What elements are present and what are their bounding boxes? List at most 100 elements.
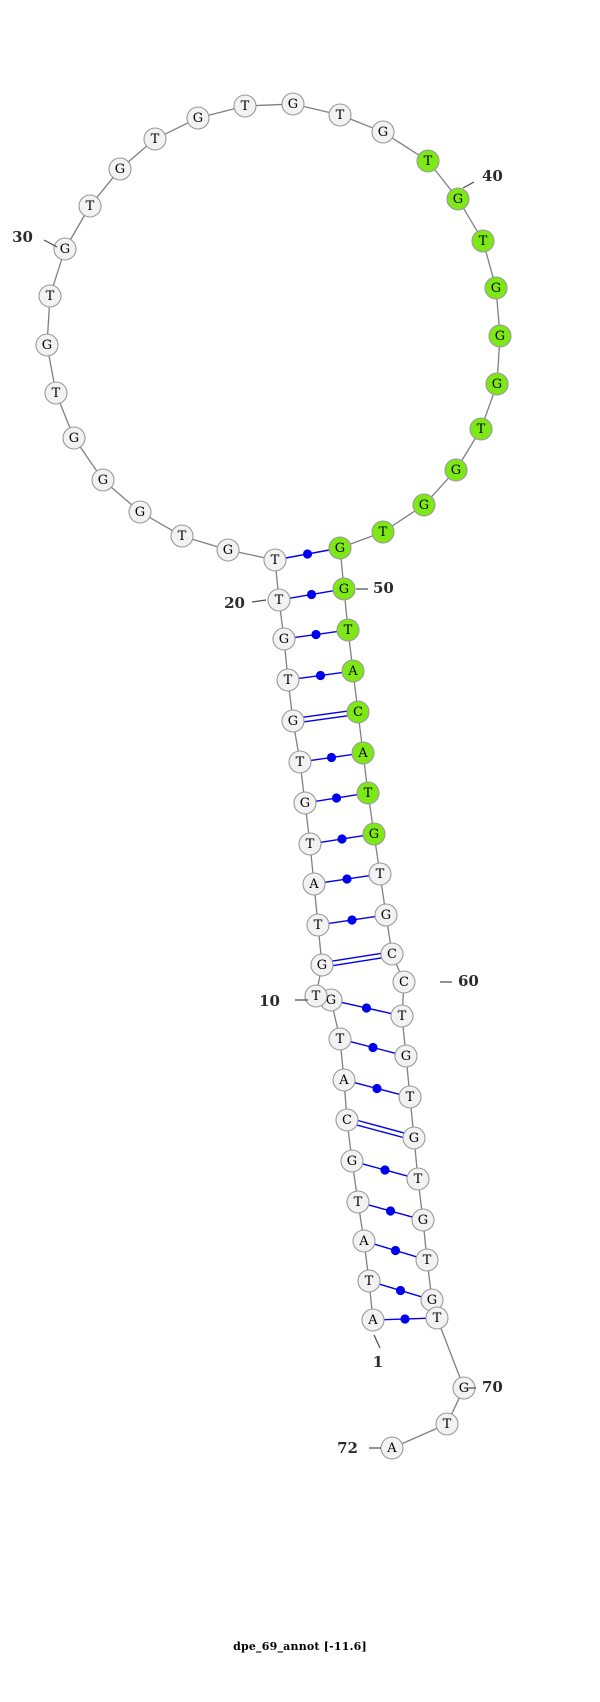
nucleotide-32[interactable]: G: [108, 157, 132, 181]
nucleotide-65[interactable]: T: [406, 1167, 430, 1191]
position-leader-tick: [251, 599, 267, 603]
nucleotide-letter: G: [98, 473, 108, 488]
nucleotide-6[interactable]: C: [335, 1108, 359, 1132]
nucleotide-35[interactable]: T: [233, 94, 257, 118]
nucleotide-48[interactable]: T: [371, 520, 395, 544]
nucleotide-22[interactable]: G: [216, 538, 240, 562]
basepair-dot: [368, 1042, 378, 1053]
nucleotide-23[interactable]: T: [170, 524, 194, 548]
backbone-link: [374, 844, 380, 864]
basepair-dot: [372, 1083, 382, 1094]
nucleotide-61[interactable]: T: [390, 1004, 414, 1028]
nucleotide-58[interactable]: G: [374, 903, 398, 927]
nucleotide-57[interactable]: T: [368, 862, 392, 886]
nucleotide-circle: [352, 1229, 376, 1253]
basepair-dot: [347, 915, 357, 925]
nucleotide-28[interactable]: G: [35, 333, 59, 357]
basepair-double-line: [332, 952, 381, 962]
nucleotide-71[interactable]: T: [435, 1412, 459, 1436]
nucleotide-39[interactable]: T: [416, 149, 440, 173]
nucleotide-27[interactable]: T: [44, 381, 68, 405]
nucleotide-letter: T: [376, 867, 385, 882]
nucleotide-33[interactable]: T: [143, 127, 167, 151]
nucleotide-38[interactable]: G: [371, 120, 395, 144]
nucleotide-20[interactable]: T: [267, 588, 291, 612]
nucleotide-10[interactable]: T: [304, 984, 328, 1008]
backbone-link: [418, 1189, 423, 1210]
nucleotide-19[interactable]: G: [272, 627, 296, 651]
nucleotide-17[interactable]: G: [281, 709, 305, 733]
nucleotide-5[interactable]: G: [340, 1149, 364, 1173]
backbone-link: [348, 640, 353, 661]
nucleotide-41[interactable]: T: [471, 229, 495, 253]
backbone-link: [69, 215, 86, 240]
nucleotide-circle: [328, 103, 352, 127]
nucleotide-letter: T: [284, 673, 293, 688]
nucleotide-72[interactable]: A: [380, 1436, 404, 1460]
nucleotide-2[interactable]: T: [357, 1269, 381, 1293]
nucleotide-59[interactable]: C: [380, 942, 404, 966]
nucleotide-43[interactable]: G: [488, 324, 512, 348]
nucleotide-7[interactable]: A: [332, 1068, 356, 1092]
nucleotide-circle: [374, 903, 398, 927]
nucleotide-47[interactable]: G: [412, 493, 436, 517]
nucleotide-11[interactable]: G: [310, 953, 334, 977]
nucleotide-4[interactable]: T: [346, 1190, 370, 1214]
backbone-link: [79, 446, 98, 472]
nucleotide-50[interactable]: G: [332, 577, 356, 601]
nucleotide-56[interactable]: G: [362, 822, 386, 846]
nucleotide-45[interactable]: T: [469, 417, 493, 441]
backbone-link: [52, 259, 63, 286]
nucleotide-37[interactable]: T: [328, 103, 352, 127]
nucleotide-14[interactable]: T: [298, 832, 322, 856]
nucleotide-53[interactable]: C: [346, 700, 370, 724]
nucleotide-55[interactable]: T: [356, 781, 380, 805]
nucleotide-34[interactable]: G: [186, 106, 210, 130]
nucleotide-36[interactable]: G: [281, 92, 305, 116]
nucleotide-44[interactable]: G: [485, 372, 509, 396]
nucleotide-25[interactable]: G: [91, 468, 115, 492]
nucleotide-26[interactable]: G: [62, 426, 86, 450]
nucleotide-67[interactable]: T: [415, 1248, 439, 1272]
nucleotide-46[interactable]: G: [444, 458, 468, 482]
nucleotide-40[interactable]: G: [446, 187, 470, 211]
nucleotide-42[interactable]: G: [484, 276, 508, 300]
backbone-link: [340, 1049, 344, 1070]
nucleotide-49[interactable]: G: [328, 536, 352, 560]
nucleotide-letter: T: [479, 234, 488, 249]
nucleotide-68[interactable]: G: [420, 1288, 444, 1312]
nucleotide-circle: [128, 500, 152, 524]
nucleotide-letter: T: [423, 1253, 432, 1268]
nucleotide-69[interactable]: T: [425, 1306, 449, 1330]
nucleotide-29[interactable]: T: [38, 284, 62, 308]
nucleotide-8[interactable]: T: [328, 1027, 352, 1051]
nucleotide-60[interactable]: C: [392, 970, 416, 994]
nucleotide-62[interactable]: G: [394, 1044, 418, 1068]
nucleotide-52[interactable]: A: [341, 659, 365, 683]
nucleotide-64[interactable]: G: [402, 1126, 426, 1150]
backbone-link: [275, 570, 279, 590]
nucleotide-15[interactable]: G: [293, 791, 317, 815]
nucleotide-66[interactable]: G: [411, 1208, 435, 1232]
nucleotide-51[interactable]: T: [336, 618, 360, 642]
nucleotide-54[interactable]: A: [351, 741, 375, 765]
nucleotide-24[interactable]: G: [128, 500, 152, 524]
nucleotide-letter: A: [338, 1073, 349, 1088]
backbone-link: [349, 118, 374, 129]
nucleotide-13[interactable]: A: [302, 872, 326, 896]
backbone-link: [303, 105, 330, 114]
nucleotide-30[interactable]: G: [53, 237, 77, 261]
nucleotide-63[interactable]: T: [398, 1085, 422, 1109]
nucleotide-circle: [91, 468, 115, 492]
nucleotide-31[interactable]: T: [78, 194, 102, 218]
nucleotide-1[interactable]: A: [361, 1308, 385, 1332]
backbone-link: [96, 177, 114, 198]
backbone-link: [358, 722, 363, 743]
nucleotide-3[interactable]: A: [352, 1229, 376, 1253]
backbone-link: [463, 208, 478, 232]
position-number: 40: [482, 167, 503, 185]
nucleotide-12[interactable]: T: [306, 913, 330, 937]
nucleotide-16[interactable]: T: [288, 750, 312, 774]
nucleotide-18[interactable]: T: [276, 668, 300, 692]
nucleotide-21[interactable]: T: [263, 548, 287, 572]
